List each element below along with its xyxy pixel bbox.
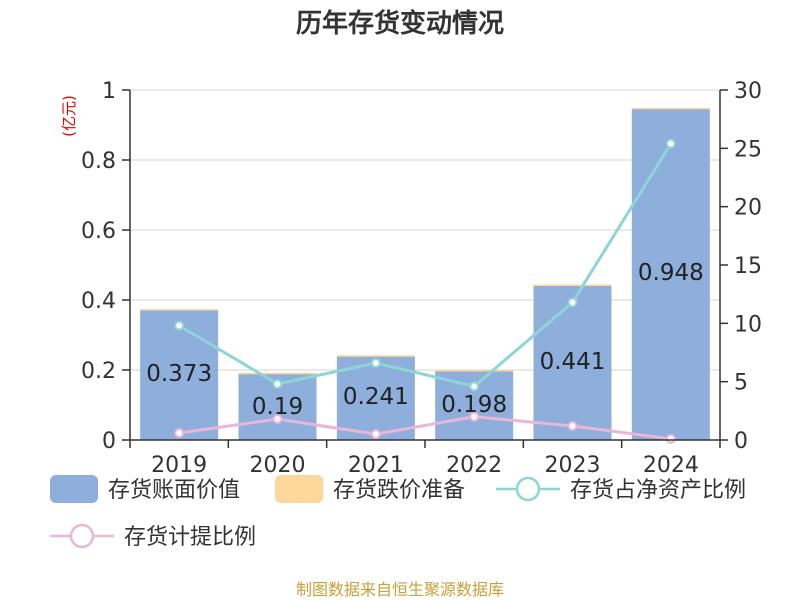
legend-net-asset-ratio-label: 存货占净资产比例 (570, 478, 746, 503)
left-tick-label: 0.6 (81, 219, 116, 244)
bar-value-label: 0.441 (540, 349, 606, 375)
bar-value-label: 0.241 (343, 384, 409, 410)
provision-ratio-point (665, 433, 676, 444)
net-asset-ratio-point (174, 320, 185, 331)
x-tick-label: 2019 (151, 453, 207, 478)
axes (122, 89, 728, 448)
bars (140, 107, 710, 440)
lines (174, 138, 676, 444)
bar-value-label: 0.19 (252, 394, 303, 420)
bar-reserve (533, 284, 612, 287)
bar-reserve (140, 309, 219, 311)
data-labels: 0.373 0.19 0.241 0.198 0.441 0.948 (146, 260, 704, 420)
bar-book-value (533, 285, 612, 440)
right-tick-label: 20 (734, 196, 762, 221)
left-tick-label: 0 (102, 429, 116, 454)
legend-book-value-swatch (50, 475, 98, 503)
left-tick-label: 0.2 (81, 359, 116, 384)
bar-value-label: 0.948 (638, 260, 704, 286)
legend-provision-ratio-label: 存货计提比例 (124, 525, 256, 550)
x-tick-label: 2023 (545, 453, 601, 478)
bar-reserve (631, 107, 710, 110)
provision-ratio-point (272, 414, 283, 424)
bar-reserve (238, 372, 317, 375)
net-asset-ratio-point (469, 381, 480, 392)
bar-reserve (336, 355, 415, 357)
net-asset-ratio-point (370, 358, 381, 368)
x-tick-label: 2020 (250, 453, 306, 478)
bar-value-label: 0.373 (146, 361, 212, 387)
left-tick-label: 1 (102, 79, 116, 104)
right-tick-label: 30 (734, 79, 762, 104)
right-tick-label: 5 (734, 371, 748, 396)
bar-value-label: 0.198 (441, 392, 507, 418)
right-tick-label: 25 (734, 137, 762, 162)
right-tick-label: 0 (734, 429, 748, 454)
provision-ratio-point (370, 429, 381, 440)
bar-reserve (435, 370, 514, 372)
right-tick-label: 10 (734, 312, 762, 337)
provision-ratio-point (469, 411, 480, 422)
right-axis-unit: % (796, 85, 800, 99)
net-asset-ratio-point (272, 379, 283, 389)
source-note: 制图数据来自恒生聚源数据库 (296, 580, 504, 599)
left-tick-label: 0.8 (81, 149, 116, 174)
left-tick-label: 0.4 (81, 289, 116, 314)
right-tick-label: 15 (734, 254, 762, 279)
bar-book-value (631, 108, 710, 440)
left-axis-unit: (亿元) (60, 95, 78, 137)
net-asset-ratio-point (665, 138, 676, 149)
x-tick-label: 2022 (446, 453, 502, 478)
legend-reserve-label: 存货跌价准备 (333, 478, 465, 503)
bar-book-value (140, 309, 219, 440)
legend-provision-ratio-marker (69, 523, 95, 549)
grid-lines (130, 89, 720, 371)
net-asset-ratio-line (178, 142, 673, 388)
provision-ratio-point (567, 421, 578, 431)
legend-net-asset-ratio-marker (515, 476, 541, 502)
chart-title: 历年存货变动情况 (296, 8, 504, 39)
provision-ratio-point (174, 428, 185, 438)
legend-book-value-label: 存货账面价值 (108, 478, 240, 503)
x-tick-label: 2021 (348, 453, 404, 478)
provision-ratio-line (178, 415, 672, 441)
legend-reserve-swatch (275, 475, 323, 503)
net-asset-ratio-point (567, 297, 578, 308)
x-tick-label: 2024 (643, 453, 699, 478)
